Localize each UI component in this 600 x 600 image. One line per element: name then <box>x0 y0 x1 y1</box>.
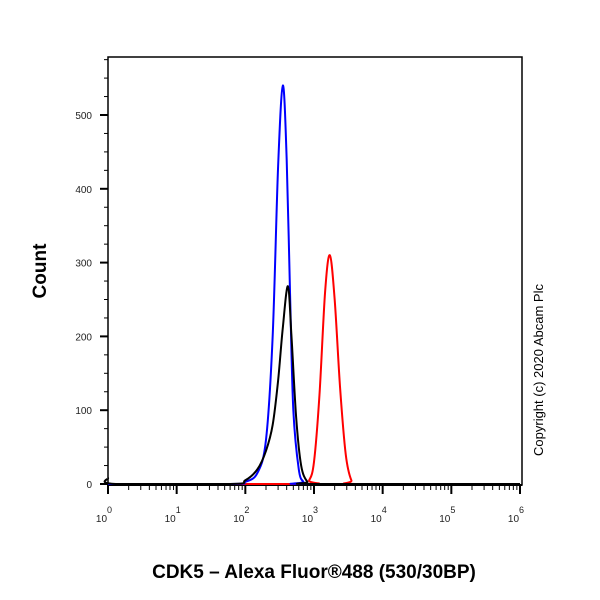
series-line-1 <box>103 285 520 486</box>
y-tick-label: 0 <box>86 480 92 491</box>
y-tick-label: 400 <box>75 185 92 196</box>
x-tick-label: 102 <box>233 505 249 525</box>
copyright-notice: Copyright (c) 2020 Abcam Plc <box>531 284 546 456</box>
plot-frame <box>107 56 523 486</box>
y-tick-label: 100 <box>75 406 92 417</box>
x-tick-label: 100 <box>96 505 112 525</box>
series-line-2 <box>107 254 520 486</box>
x-tick-label: 103 <box>302 505 318 525</box>
series-group <box>103 84 520 486</box>
x-tick-label: 105 <box>439 505 455 525</box>
x-tick-label: 101 <box>165 505 181 525</box>
x-axis: 100 101 102 103 104 105 106 <box>96 484 524 525</box>
y-tick-label: 500 <box>75 111 92 122</box>
y-axis: 0 100 200 300 400 500 <box>75 59 108 491</box>
y-tick-label: 200 <box>75 332 92 343</box>
y-axis-label: Count <box>30 243 51 299</box>
series-line-0 <box>107 84 520 486</box>
x-tick-label: 106 <box>508 505 524 525</box>
y-tick-label: 300 <box>75 259 92 270</box>
x-tick-label: 104 <box>371 505 387 525</box>
x-axis-label: CDK5 – Alexa Fluor®488 (530/30BP) <box>152 562 476 583</box>
